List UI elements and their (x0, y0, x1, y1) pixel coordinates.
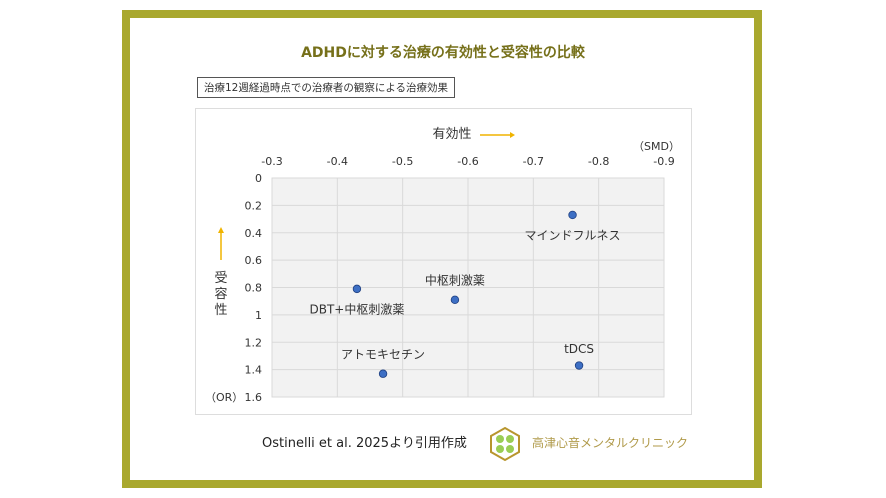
data-point (450, 295, 460, 305)
data-label: DBT+中枢刺激薬 (310, 301, 405, 316)
data-label: 中枢刺激薬 (425, 273, 485, 288)
y-axis-label-char: 性 (214, 303, 227, 318)
y-arrowhead-icon (218, 227, 224, 233)
y-tick-label: 0.2 (245, 199, 263, 212)
x-unit-label: （SMD） (633, 140, 680, 153)
y-tick-label: 1.2 (245, 336, 263, 349)
citation: Ostinelli et al. 2025より引用作成 (262, 436, 467, 451)
x-arrowhead-icon (510, 132, 515, 138)
x-axis-label: 有効性 (432, 127, 471, 142)
y-axis-label-char: 容 (214, 286, 227, 302)
y-tick-label: 0 (255, 172, 262, 185)
x-tick-label: -0.9 (653, 155, 674, 168)
data-point (378, 369, 388, 378)
y-tick-label: 0.6 (245, 254, 263, 267)
x-tick-label: -0.4 (327, 155, 348, 168)
data-point (568, 210, 577, 220)
y-tick-label: 1.6 (245, 391, 263, 404)
data-label: マインドフルネス (525, 228, 621, 242)
data-label: アトモキセチン (341, 348, 425, 362)
x-tick-label: -0.6 (457, 155, 478, 168)
y-tick-label: 1.4 (245, 364, 263, 377)
x-tick-label: -0.7 (523, 155, 544, 168)
y-axis-label-char: 受 (214, 271, 227, 286)
subtitle-box: 治療12週経過時点での治療者の観察による治療効果 (197, 77, 456, 98)
y-tick-label: 0.8 (245, 282, 263, 295)
chart-title: ADHDに対する治療の有効性と受容性の比較 (301, 45, 585, 61)
x-tick-label: -0.5 (392, 155, 413, 168)
x-tick-label: -0.8 (588, 155, 609, 168)
y-tick-label: 1 (255, 309, 262, 322)
data-label: tDCS (564, 342, 594, 356)
data-point (574, 361, 584, 370)
y-unit-label: （OR） (205, 391, 243, 404)
y-tick-label: 0.4 (245, 227, 263, 240)
data-point (352, 284, 362, 294)
clinic-name: 高津心音メンタルクリニック (532, 436, 689, 450)
x-tick-label: -0.3 (261, 155, 282, 168)
